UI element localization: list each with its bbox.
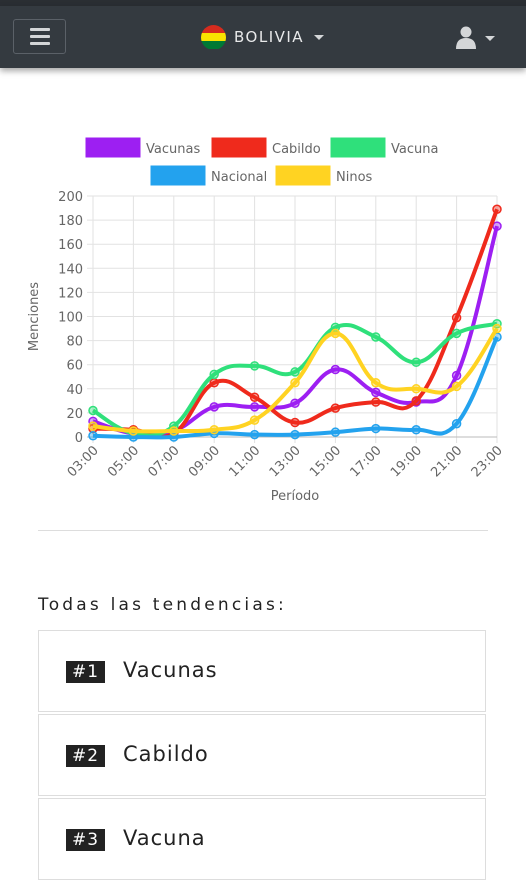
- data-point: [371, 387, 381, 398]
- menu-button[interactable]: [13, 19, 66, 54]
- country-dropdown[interactable]: BOLIVIA: [201, 24, 325, 50]
- legend-swatch: [275, 165, 331, 186]
- trend-name: Cabildo: [123, 742, 209, 766]
- y-tick-label: 0: [75, 431, 83, 446]
- legend-swatch: [150, 165, 206, 186]
- data-point: [451, 381, 462, 392]
- data-point: [209, 378, 219, 388]
- trend-name: Vacuna: [123, 826, 206, 850]
- flag: [201, 24, 226, 50]
- legend-swatch: [330, 137, 386, 158]
- data-point: [209, 369, 219, 380]
- data-point: [169, 426, 179, 436]
- data-point: [411, 425, 421, 435]
- x-tick-label: 13:00: [267, 443, 304, 480]
- y-tick-label: 20: [66, 407, 83, 422]
- trend-item[interactable]: #2 Cabildo: [38, 714, 486, 796]
- data-point: [330, 427, 341, 437]
- y-tick-label: 120: [58, 286, 83, 301]
- x-tick-label: 05:00: [105, 443, 142, 480]
- y-tick-label: 80: [66, 335, 83, 350]
- y-tick-label: 160: [58, 238, 83, 253]
- data-point: [209, 402, 219, 412]
- data-point: [492, 221, 502, 231]
- data-point: [88, 421, 98, 431]
- data-point: [451, 328, 462, 339]
- series-line: [92, 336, 499, 440]
- country-name: BOLIVIA: [234, 28, 305, 46]
- x-tick-label: 11:00: [226, 443, 263, 480]
- legend-label: Vacuna: [391, 142, 438, 157]
- data-point: [371, 332, 381, 342]
- x-tick-label: 03:00: [65, 443, 102, 480]
- data-point: [290, 367, 300, 377]
- rank-badge: #1: [66, 661, 106, 683]
- legend-swatch: [85, 137, 141, 158]
- x-tick-label: 23:00: [469, 443, 506, 480]
- legend-label: Ninos: [336, 170, 373, 185]
- x-tick-label: 07:00: [146, 443, 183, 480]
- data-point: [451, 312, 462, 323]
- data-point: [249, 392, 260, 402]
- legend-label: Vacunas: [146, 142, 200, 157]
- data-point: [371, 378, 381, 388]
- legend-label: Nacional: [211, 170, 267, 185]
- data-point: [290, 429, 300, 440]
- data-point: [492, 323, 502, 334]
- data-point: [411, 357, 421, 368]
- rank-badge: #3: [66, 829, 106, 851]
- y-axis-label: Menciones: [27, 282, 42, 351]
- data-point: [411, 384, 421, 394]
- data-point: [371, 397, 381, 407]
- data-point: [290, 398, 300, 409]
- trend-name: Vacunas: [123, 658, 218, 682]
- data-point: [451, 370, 462, 381]
- trend-item[interactable]: #1 Vacunas: [38, 630, 486, 712]
- data-point: [330, 328, 341, 339]
- data-point: [290, 378, 300, 388]
- y-tick-label: 200: [58, 190, 83, 205]
- data-point: [249, 429, 260, 440]
- data-point: [88, 405, 98, 416]
- data-point: [249, 402, 260, 412]
- x-tick-label: 09:00: [186, 443, 223, 480]
- trend-chart: 0 20 40 60 80 100 120 140 160 180 200 03:00 05:00 07:…: [27, 137, 506, 504]
- data-point: [330, 364, 341, 375]
- section-title: Todas las tendencias:: [38, 595, 287, 615]
- data-point: [290, 417, 300, 428]
- y-tick-label: 40: [66, 383, 83, 398]
- legend-swatch: [211, 137, 267, 158]
- x-tick-label: 21:00: [428, 443, 465, 480]
- user-menu[interactable]: [456, 26, 496, 50]
- divider: [38, 530, 488, 531]
- y-tick-label: 140: [58, 262, 83, 277]
- x-tick-label: 17:00: [348, 443, 385, 480]
- y-tick-label: 180: [58, 214, 83, 229]
- data-point: [411, 396, 421, 406]
- data-point: [88, 431, 98, 441]
- data-point: [249, 361, 260, 371]
- y-tick-label: 60: [66, 359, 83, 374]
- trend-item[interactable]: #3 Vacuna: [38, 798, 486, 880]
- x-tick-label: 19:00: [388, 443, 425, 480]
- status-strip: [0, 0, 526, 6]
- rank-badge: #2: [66, 745, 106, 767]
- data-point: [371, 423, 381, 434]
- data-point: [330, 403, 341, 413]
- data-point: [492, 204, 502, 215]
- y-tick-label: 100: [58, 311, 83, 326]
- navbar: BOLIVIA: [0, 6, 526, 68]
- legend-label: Cabildo: [272, 142, 321, 157]
- data-point: [209, 425, 219, 435]
- x-axis-label: Período: [271, 489, 320, 504]
- data-point: [128, 426, 139, 436]
- x-tick-label: 15:00: [307, 443, 344, 480]
- data-point: [249, 415, 260, 425]
- data-point: [451, 418, 462, 429]
